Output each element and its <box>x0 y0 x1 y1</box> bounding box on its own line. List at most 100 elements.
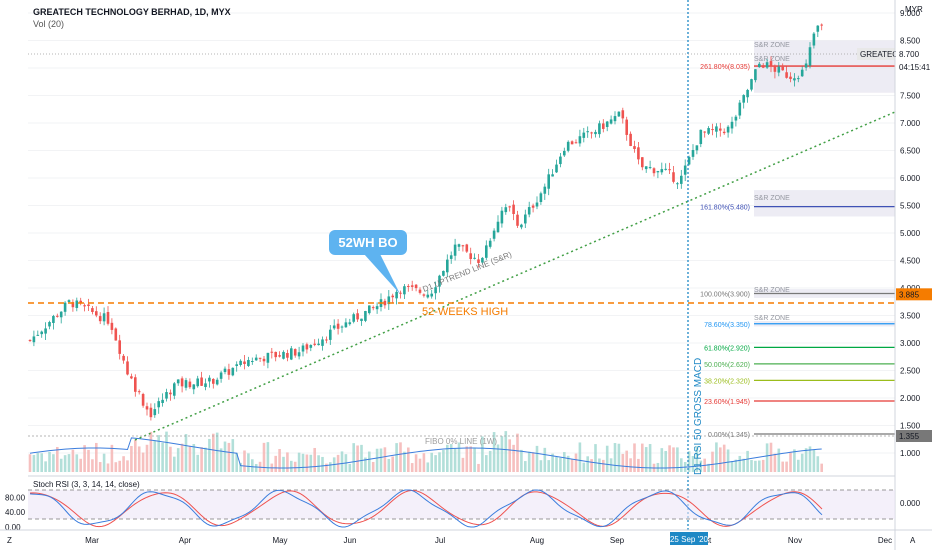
candle-body <box>508 206 511 208</box>
candle-body <box>410 285 414 287</box>
uptrend-line[interactable] <box>134 111 896 441</box>
volume-bar <box>804 448 808 472</box>
stoch-d-line <box>29 489 823 528</box>
candle-body <box>75 300 79 308</box>
candle-body <box>465 244 469 252</box>
fib-label: 61.80%(2.920) <box>704 345 750 352</box>
sr-zone-label: S&R ZONE <box>754 42 790 49</box>
grid <box>28 12 895 454</box>
volume-bar <box>71 449 75 472</box>
candle-body <box>141 394 145 406</box>
candle-body <box>134 377 137 392</box>
candle-body <box>192 384 196 390</box>
candle-body <box>422 294 426 296</box>
candle-body <box>609 119 613 124</box>
candle-body <box>520 224 523 228</box>
volume-bar <box>352 443 355 472</box>
volume-bar <box>797 459 800 472</box>
candle-body <box>516 214 519 226</box>
candle-body <box>672 172 675 182</box>
candle-body <box>683 165 687 175</box>
candle-body <box>325 339 328 341</box>
candle-body <box>477 259 480 264</box>
candle-body <box>590 132 593 134</box>
sr-zones: S&R ZONE S&R ZONE S&R ZONE S&R ZONE S&R ZONE <box>754 40 895 327</box>
candle-body <box>305 344 309 350</box>
stoch-tick: 40.00 <box>5 508 26 517</box>
volume-bar <box>539 460 543 472</box>
candle-body <box>750 79 753 90</box>
candle-body <box>555 164 558 173</box>
volume-bar <box>36 453 40 472</box>
candle-body <box>106 312 110 324</box>
month-label: May <box>272 536 287 545</box>
volume-bar <box>765 443 769 472</box>
candle-body <box>812 33 816 46</box>
candle-body <box>286 352 289 358</box>
candle-body <box>765 62 769 68</box>
candle-body <box>71 302 75 308</box>
volume-bar <box>340 451 344 472</box>
volume-bar <box>95 442 98 472</box>
zoom-z: Z <box>7 536 12 545</box>
candle-body <box>137 391 141 393</box>
volume-bar <box>106 463 110 472</box>
fib-label: 50.00%(2.620) <box>704 362 750 369</box>
vertical-note-label: D1 RSI 50 GROSS MACD <box>693 358 704 475</box>
volume-bar <box>348 463 352 472</box>
volume-bar <box>442 449 445 472</box>
candle-body <box>212 378 215 384</box>
volume-bar <box>410 463 414 472</box>
candle-body <box>102 313 106 322</box>
volume-bar <box>504 431 508 472</box>
candle-body <box>251 361 254 363</box>
candle-body <box>83 305 86 307</box>
volume-bar <box>321 456 324 472</box>
candle-body <box>539 193 543 203</box>
volume-bar <box>793 449 796 472</box>
price-tick: 6.000 <box>900 174 921 183</box>
candles <box>28 23 823 421</box>
candle-body <box>691 149 695 157</box>
volume-bar <box>590 459 593 472</box>
volume-bar <box>188 445 192 472</box>
volume-bar <box>356 445 359 472</box>
candle-body <box>734 116 738 121</box>
candle-body <box>403 286 406 295</box>
candle-body <box>157 401 160 408</box>
volume-bars <box>28 431 823 472</box>
volume-bar <box>102 453 106 472</box>
volume-bar <box>282 456 285 472</box>
candle-body <box>418 289 422 293</box>
level-52wh-tag: 3.885 <box>899 290 920 299</box>
volume-bar <box>134 439 137 472</box>
candle-body <box>63 302 67 312</box>
volume-bar <box>212 433 215 472</box>
volume-bar <box>407 447 410 472</box>
fibo-zero-label: FIBO 0% LINE (1W) <box>425 437 497 446</box>
volume-bar <box>368 451 371 472</box>
candle-body <box>360 318 363 322</box>
volume-bar <box>680 458 683 472</box>
month-label: Apr <box>179 536 192 545</box>
price-tick: 9.000 <box>900 9 921 18</box>
candle-body <box>442 270 445 276</box>
price-tick: 3.500 <box>900 312 921 321</box>
candle-body <box>204 383 207 388</box>
volume-bar <box>110 444 114 472</box>
candle-body <box>165 392 168 399</box>
volume-bar <box>391 456 394 472</box>
candle-body <box>387 296 391 305</box>
candle-body <box>602 123 605 129</box>
candle-body <box>574 142 578 144</box>
candle-body <box>40 331 43 335</box>
volume-bar <box>711 451 714 472</box>
candle-body <box>512 204 515 215</box>
candle-body <box>391 295 394 298</box>
month-label: Jun <box>344 536 357 545</box>
volume-bar <box>67 454 71 472</box>
volume-bar <box>625 450 628 472</box>
volume-bar <box>457 442 461 472</box>
candle-body <box>126 361 129 375</box>
